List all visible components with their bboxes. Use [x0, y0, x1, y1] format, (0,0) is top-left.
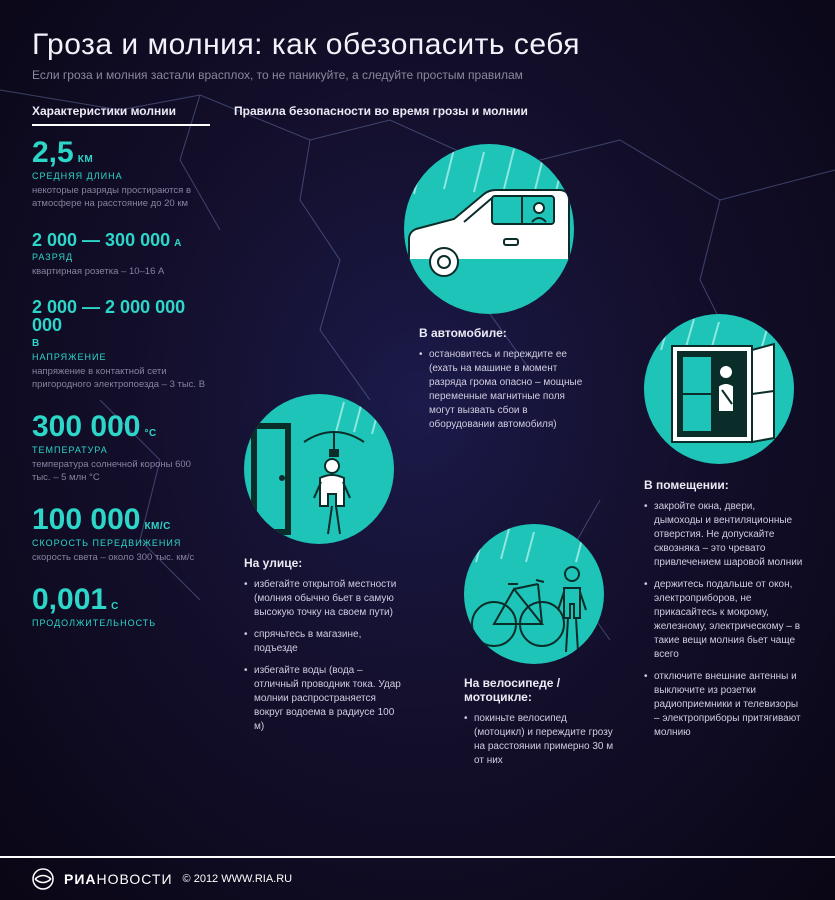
tip-item: закройте окна, двери, дымоходы и вентиля…: [644, 500, 804, 570]
stat-0: 2,5КМСРЕДНЯЯ ДЛИНАнекоторые разряды прос…: [32, 138, 210, 211]
tip-item: избегайте открытой местности (молния обы…: [244, 578, 404, 620]
sidebar-heading: Характеристики молнии: [32, 104, 210, 126]
tip-indoor: В помещении: закройте окна, двери, дымох…: [644, 478, 804, 748]
tip-indoor-title: В помещении:: [644, 478, 804, 492]
tip-item: покиньте велосипед (мотоцикл) и переждит…: [464, 712, 614, 768]
tip-item: спрячьтесь в магазине, подъезде: [244, 628, 404, 656]
tip-bike-title: На велосипеде / мотоцикле:: [464, 676, 614, 704]
tip-item: избегайте воды (вода – отличный проводни…: [244, 664, 404, 734]
tip-item: остановитесь и переждите ее (ехать на ма…: [419, 348, 589, 432]
bike-illustration: [464, 524, 604, 664]
stat-1: 2 000 — 300 000АРАЗРЯДквартирная розетка…: [32, 231, 210, 279]
copyright: © 2012 WWW.RIA.RU: [183, 873, 293, 885]
street-illustration: [244, 394, 394, 544]
scene-car: [404, 144, 574, 314]
brand-thin: НОВОСТИ: [97, 871, 173, 887]
tip-bike: На велосипеде / мотоцикле: покиньте вело…: [464, 676, 614, 776]
scene-indoor: [644, 314, 794, 464]
scene-street: [244, 394, 394, 544]
tip-street: На улице: избегайте открытой местности (…: [244, 556, 404, 742]
page-subtitle: Если гроза и молния застали врасплох, то…: [32, 68, 803, 82]
tip-item: отключите внешние антенны и выключите из…: [644, 670, 804, 740]
car-illustration: [404, 144, 574, 314]
tip-item: держитесь подальше от окон, электроприбо…: [644, 578, 804, 662]
page-title: Гроза и молния: как обезопасить себя: [32, 28, 803, 62]
stat-3: 300 000°СТЕМПЕРАТУРАтемпература солнечно…: [32, 412, 210, 485]
main-heading: Правила безопасности во время грозы и мо…: [234, 104, 803, 118]
stat-4: 100 000КМ/ССКОРОСТЬ ПЕРЕДВИЖЕНИЯскорость…: [32, 505, 210, 565]
indoor-illustration: [644, 314, 794, 464]
brand-bold: РИА: [64, 871, 97, 887]
stat-5: 0,001СПРОДОЛЖИТЕЛЬНОСТЬ: [32, 585, 210, 628]
sidebar: Характеристики молнии 2,5КМСРЕДНЯЯ ДЛИНА…: [32, 104, 210, 648]
scene-bike: [464, 524, 604, 664]
stat-2: 2 000 — 2 000 000 000ВНАПРЯЖЕНИЕнапряжен…: [32, 298, 210, 392]
tip-street-title: На улице:: [244, 556, 404, 570]
brand: РИАНОВОСТИ: [64, 871, 173, 887]
main-panel: Правила безопасности во время грозы и мо…: [234, 104, 803, 648]
tip-car: В автомобиле: остановитесь и переждите е…: [419, 326, 589, 440]
tip-car-title: В автомобиле:: [419, 326, 589, 340]
logo-icon: [32, 868, 54, 890]
footer: РИАНОВОСТИ © 2012 WWW.RIA.RU: [0, 856, 835, 900]
